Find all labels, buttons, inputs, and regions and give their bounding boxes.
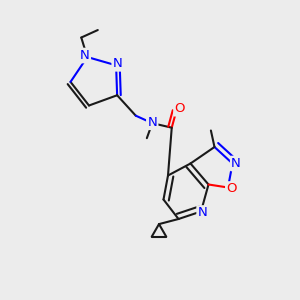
Text: N: N: [113, 57, 122, 70]
Text: N: N: [147, 116, 157, 129]
Text: N: N: [198, 206, 207, 220]
Text: N: N: [231, 157, 241, 170]
Text: O: O: [226, 182, 237, 196]
Text: N: N: [80, 49, 90, 62]
Text: O: O: [175, 102, 185, 115]
